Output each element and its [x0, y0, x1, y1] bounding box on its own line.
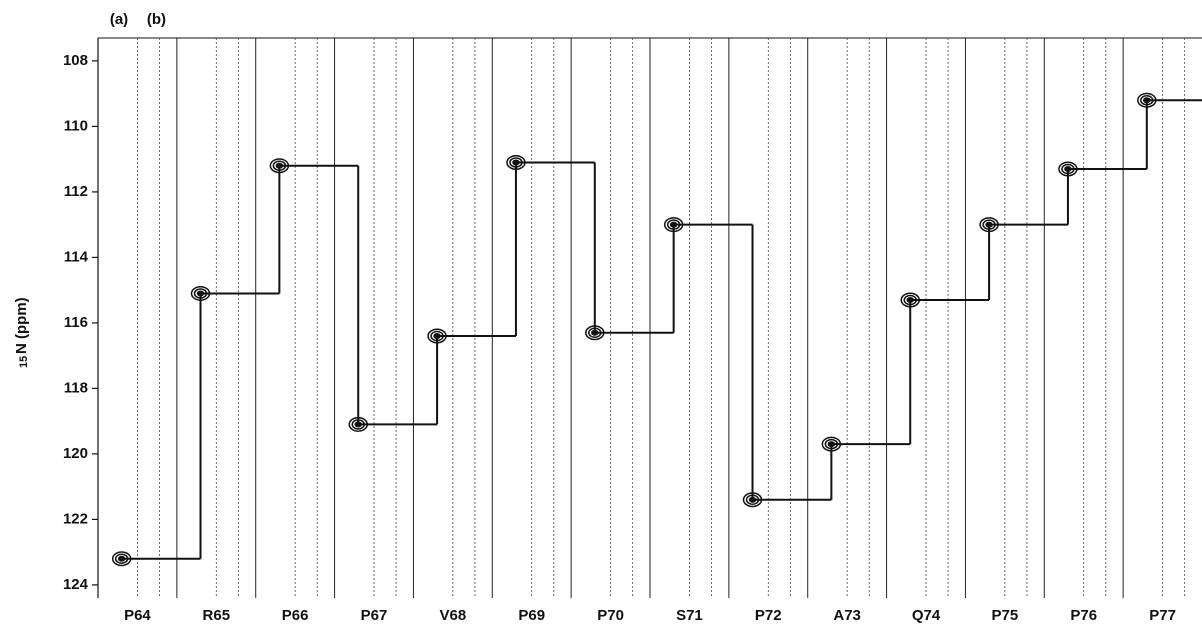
peak-contour — [748, 496, 757, 503]
peak-contour — [111, 551, 132, 567]
peak-contour — [269, 158, 290, 174]
peak-contour — [821, 436, 842, 452]
peak-contour — [982, 219, 996, 230]
panel-label: (a) — [110, 11, 128, 28]
peak-contour — [906, 296, 914, 303]
peak-contour — [348, 416, 368, 432]
peak-contour — [669, 221, 678, 228]
peak-contour — [1137, 92, 1157, 108]
x-tick-label: P64 — [124, 607, 151, 624]
peak-contour — [427, 328, 447, 344]
peak-contour — [742, 492, 763, 508]
peak-contour — [433, 333, 441, 340]
y-tick-label: 122 — [63, 510, 88, 527]
x-tick-label: R65 — [203, 607, 231, 624]
x-tick-label: P72 — [755, 607, 782, 624]
peak-contour — [585, 325, 605, 341]
peak-contour — [903, 294, 917, 306]
peak-contour — [430, 330, 444, 342]
x-tick-label: P66 — [282, 607, 309, 624]
x-tick-label: V68 — [440, 607, 467, 624]
peak-contour — [824, 438, 839, 450]
peak-contour — [985, 221, 993, 228]
x-tick-label: P70 — [597, 607, 624, 624]
peak-contour — [979, 217, 999, 233]
peak-contour — [666, 219, 681, 230]
peak-contour — [117, 555, 126, 562]
peak-contour — [591, 329, 599, 336]
peak-contour — [1140, 94, 1154, 106]
x-tick-label: P67 — [361, 607, 388, 624]
peak-contour — [354, 421, 362, 428]
x-tick-label: S71 — [676, 607, 703, 624]
peak-contour — [512, 159, 520, 166]
peak-contour — [1064, 165, 1072, 172]
peak-contour — [506, 154, 526, 170]
x-tick-label: Q74 — [912, 607, 941, 624]
peak-contour — [1058, 161, 1078, 177]
peak-contour — [663, 217, 684, 233]
peak-contour — [190, 285, 211, 301]
peak-contour — [114, 553, 129, 564]
x-tick-label: P77 — [1149, 607, 1176, 624]
peak-contour — [193, 288, 208, 299]
y-axis-title: 15 N (ppm) — [13, 297, 30, 368]
peak-contour — [272, 160, 287, 171]
y-tick-label: 118 — [64, 379, 88, 396]
y-tick-label: 120 — [63, 445, 88, 462]
peak-contour — [275, 162, 284, 169]
peak-contour — [509, 157, 523, 168]
peak-contour — [351, 419, 365, 430]
y-tick-label: 112 — [64, 183, 88, 200]
y-axis-isotope: 15 — [18, 356, 30, 368]
panel-label: (b) — [147, 11, 166, 28]
y-tick-label: 110 — [64, 117, 88, 134]
peak-contour — [588, 327, 602, 338]
peak-contour — [745, 494, 760, 506]
y-tick-label: 124 — [63, 576, 89, 593]
y-tick-label: 114 — [64, 248, 89, 265]
peak-contour — [1143, 97, 1151, 104]
x-tick-label: P69 — [518, 607, 545, 624]
peak-contour — [827, 441, 836, 448]
y-axis-label: N (ppm) — [13, 297, 30, 354]
peak-contour — [900, 292, 920, 308]
peak-contour — [1061, 163, 1075, 175]
x-tick-label: P76 — [1070, 607, 1097, 624]
y-tick-label: 108 — [63, 52, 88, 69]
x-tick-label: A73 — [833, 607, 861, 624]
x-tick-label: P75 — [992, 607, 1019, 624]
peak-contour — [196, 290, 205, 297]
y-tick-label: 116 — [64, 314, 88, 331]
